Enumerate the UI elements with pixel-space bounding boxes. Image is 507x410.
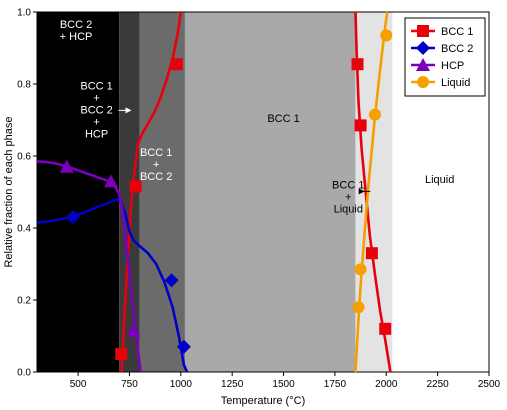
x-tick-label: 1250 [221, 379, 244, 390]
legend-label-hcp: HCP [441, 60, 464, 72]
x-tick-label: 1750 [324, 379, 347, 390]
legend-label-bcc-1: BCC 1 [441, 26, 473, 38]
y-tick-label: 0.8 [17, 80, 31, 91]
bcc-2-marker [65, 210, 80, 225]
bcc-1-marker [129, 180, 142, 193]
legend-marker-liquid [417, 76, 429, 88]
bcc-1-marker [365, 247, 378, 260]
x-tick-label: 500 [70, 379, 87, 390]
hcp-marker [126, 323, 141, 337]
axes [33, 11, 490, 376]
liquid-marker [380, 29, 393, 42]
region-label-line: BCC 2 [80, 104, 112, 116]
region-label-1: BCC 1 + BCC 2 + HCP [80, 80, 112, 140]
legend-marker-bcc-2 [416, 41, 430, 55]
region-label-line: BCC 2 [140, 171, 172, 183]
region-label-line: BCC 1 [140, 147, 172, 159]
bcc-2-marker [164, 273, 179, 288]
phase-region-0 [37, 12, 120, 372]
liquid-marker [352, 301, 365, 314]
bcc-1-marker [351, 58, 364, 71]
x-tick-label: 2000 [375, 379, 398, 390]
liquid-marker [368, 108, 381, 121]
bcc-1-marker [354, 119, 367, 132]
x-tick-label: 1000 [170, 379, 193, 390]
bcc-2-marker [176, 339, 191, 354]
region-label-line: Liquid [334, 203, 363, 215]
region-label-5: Liquid [425, 174, 454, 186]
region-label-line: + [345, 191, 351, 203]
region-label-line: BCC 1 [80, 80, 112, 92]
series-markers [59, 29, 393, 360]
phase-region-2 [139, 12, 185, 372]
bcc-1-marker [379, 322, 392, 335]
liquid-marker [354, 263, 367, 276]
legend-marker-hcp [416, 58, 430, 71]
y-tick-label: 0.2 [17, 296, 31, 307]
y-tick-label: 0.0 [17, 368, 31, 379]
region-label-4: BCC 1 + Liquid [332, 179, 364, 215]
hcp-marker [59, 159, 74, 173]
region-arrow-head [125, 107, 132, 114]
region-arrow-head [358, 188, 365, 195]
region-label-line: BCC 1 [332, 179, 364, 191]
bcc-1-marker [115, 348, 128, 360]
region-label-2: BCC 1 + BCC 2 [140, 147, 172, 183]
y-tick-label: 1.0 [17, 8, 31, 19]
plot-frame [36, 11, 490, 373]
bcc-1-marker [170, 58, 183, 71]
y-tick-label: 0.4 [17, 224, 31, 235]
x-tick-label: 750 [121, 379, 138, 390]
hcp-marker [103, 174, 118, 188]
region-label-0: BCC 2 + HCP [60, 19, 93, 43]
phase-region-3 [184, 12, 356, 372]
x-tick-label: 2250 [427, 379, 450, 390]
y-tick-label: 0.6 [17, 152, 31, 163]
region-label-line: + HCP [60, 31, 93, 43]
legend-marker-bcc-1 [417, 25, 429, 37]
x-tick-label: 2500 [478, 379, 501, 390]
legend-label-liquid: Liquid [441, 77, 470, 89]
liquid-line [354, 11, 389, 373]
y-axis-title: Relative fraction of each phase [3, 116, 15, 267]
tick-labels: 500 750 1000 1250 1500 1750 2000 2250 2500 0.0 0.2… [17, 8, 500, 391]
region-label-line: Liquid [425, 174, 454, 186]
legend: BCC 1 BCC 2 HCP Liquid [404, 17, 486, 97]
legend-label-bcc-2: BCC 2 [441, 43, 473, 55]
region-label-line: BCC 2 [60, 19, 92, 31]
region-label-line: + [93, 116, 99, 128]
region-label-line: HCP [85, 128, 108, 140]
phase-region-1 [119, 12, 140, 372]
region-label-3: BCC 1 [267, 113, 299, 125]
x-axis-title: Temperature (°C) [221, 395, 305, 407]
region-label-line: + [93, 92, 99, 104]
region-label-line: BCC 1 [267, 113, 299, 125]
region-label-line: + [153, 159, 159, 171]
x-tick-label: 1500 [272, 379, 295, 390]
